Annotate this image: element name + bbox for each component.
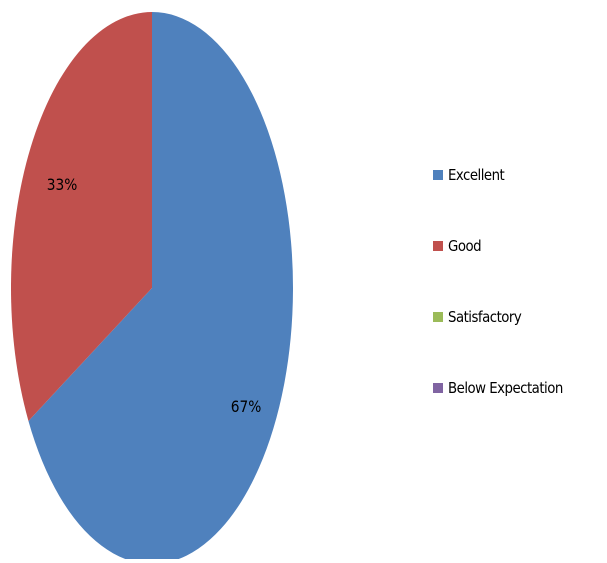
- legend: Excellent Good Satisfactory Below Expect…: [433, 165, 582, 398]
- legend-item-satisfactory: Satisfactory: [433, 307, 582, 327]
- legend-label-below-expectation: Below Expectation: [448, 379, 563, 397]
- legend-label-good: Good: [448, 237, 482, 255]
- legend-item-good: Good: [433, 236, 582, 256]
- data-label-good: 33%: [47, 175, 78, 194]
- legend-item-excellent: Excellent: [433, 165, 582, 185]
- legend-swatch-excellent: [433, 170, 443, 180]
- legend-item-below-expectation: Below Expectation: [433, 378, 582, 398]
- legend-label-excellent: Excellent: [448, 166, 505, 184]
- pie-slice-good: [11, 12, 153, 421]
- legend-swatch-satisfactory: [433, 312, 443, 322]
- legend-label-satisfactory: Satisfactory: [448, 308, 522, 326]
- legend-swatch-good: [433, 241, 443, 251]
- legend-swatch-below-expectation: [433, 383, 443, 393]
- pie-slice-excellent: [28, 12, 293, 563]
- data-label-excellent: 67%: [231, 397, 262, 416]
